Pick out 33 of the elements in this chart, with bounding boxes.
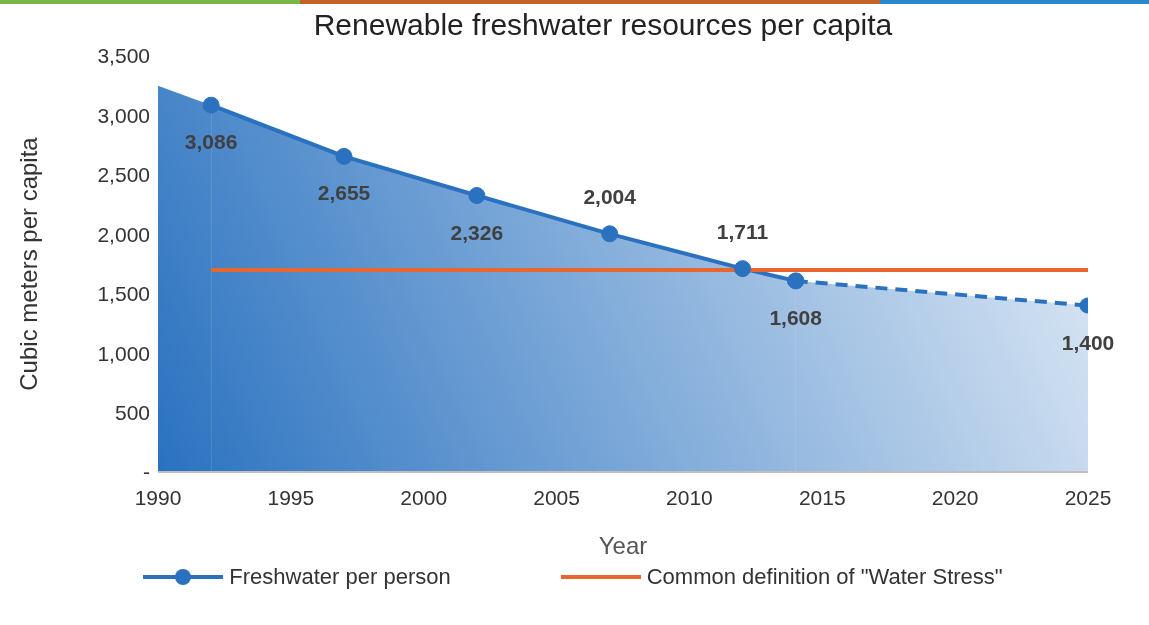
data-label: 2,326 (450, 220, 504, 244)
data-label: 2,655 (317, 181, 371, 205)
y-tick-label: 2,500 (97, 163, 150, 187)
data-label: 1,608 (769, 305, 823, 329)
x-tick-label: 2020 (931, 485, 979, 509)
x-tick-label: 1995 (267, 485, 315, 509)
data-label: 1,400 (1061, 330, 1115, 354)
y-tick-label: 3,000 (97, 103, 150, 127)
y-tick-label: 3,500 (97, 44, 150, 68)
x-tick-label: 2025 (1064, 485, 1112, 509)
y-tick-label: 1,000 (97, 341, 150, 365)
y-tick-label: 2,000 (97, 222, 150, 246)
x-tick-label: 1990 (134, 485, 182, 509)
point (601, 225, 619, 243)
y-tick-label: 1,500 (97, 282, 150, 306)
data-label: 1,711 (716, 219, 769, 243)
point (468, 187, 486, 205)
data-label: 3,086 (184, 130, 238, 154)
point (335, 147, 353, 165)
y-axis-title: Cubic meters per capita (14, 136, 42, 391)
y-tick-label: - (143, 460, 150, 484)
x-tick-label: 2010 (666, 485, 713, 509)
chart-title: Renewable freshwater resources per capita (312, 8, 894, 42)
x-tick-label: 2015 (798, 485, 846, 509)
point (202, 96, 220, 114)
y-tick-label: 500 (114, 401, 150, 425)
legend-label: Freshwater per person (229, 564, 451, 590)
x-tick-label: 2000 (400, 485, 448, 509)
data-label: 2,004 (583, 184, 637, 208)
x-axis-title: Year (598, 532, 648, 559)
legend-label: Common definition of "Water Stress" (646, 564, 1003, 590)
point (734, 260, 752, 278)
x-tick-label: 2005 (533, 485, 580, 509)
